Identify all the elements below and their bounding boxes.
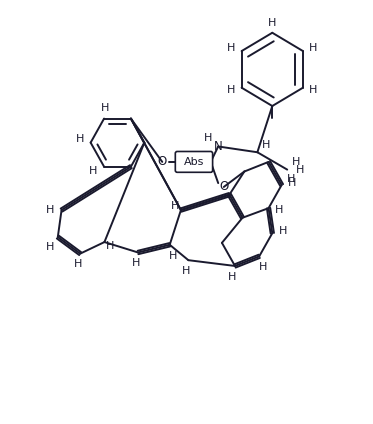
- Text: N: N: [214, 140, 223, 153]
- FancyBboxPatch shape: [175, 151, 213, 172]
- Text: H: H: [292, 157, 301, 167]
- Text: H: H: [296, 165, 304, 176]
- Text: H: H: [169, 251, 178, 261]
- Text: H: H: [74, 259, 82, 269]
- Text: H: H: [46, 242, 54, 252]
- Text: H: H: [287, 174, 295, 184]
- Text: H: H: [76, 134, 84, 144]
- Text: Abs: Abs: [184, 157, 204, 167]
- Text: H: H: [275, 205, 283, 215]
- Text: H: H: [259, 262, 267, 272]
- Text: H: H: [132, 258, 140, 268]
- Text: H: H: [89, 165, 97, 176]
- Text: H: H: [204, 133, 212, 143]
- Text: H: H: [182, 266, 191, 276]
- Text: H: H: [288, 178, 296, 188]
- Text: H: H: [228, 272, 236, 282]
- Text: H: H: [309, 85, 317, 95]
- Text: H: H: [228, 85, 236, 95]
- Text: H: H: [101, 103, 110, 113]
- Text: H: H: [171, 201, 179, 211]
- Text: H: H: [279, 226, 287, 236]
- Text: H: H: [106, 241, 114, 251]
- Text: H: H: [268, 18, 276, 28]
- Text: O: O: [158, 155, 167, 168]
- Text: H: H: [46, 205, 54, 215]
- Text: H: H: [228, 43, 236, 53]
- Text: H: H: [309, 43, 317, 53]
- Text: O: O: [219, 181, 228, 193]
- Text: H: H: [261, 140, 270, 151]
